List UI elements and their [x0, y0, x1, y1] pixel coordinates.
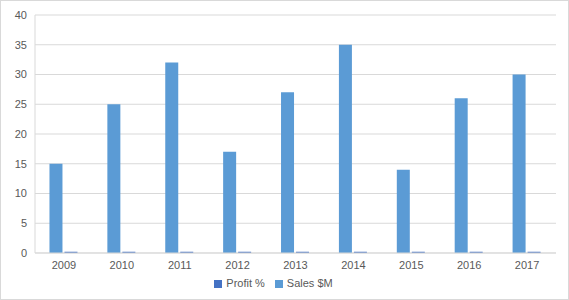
html-text:Profit %: Profit %	[226, 277, 265, 289]
svg-text:2017: 2017	[515, 259, 539, 271]
svg-text:2014: 2014	[341, 259, 365, 271]
svg-text:2012: 2012	[225, 259, 249, 271]
svg-text:25: 25	[15, 98, 27, 110]
svg-text:2010: 2010	[110, 259, 134, 271]
svg-text:0: 0	[21, 247, 27, 259]
svg-text:2013: 2013	[283, 259, 307, 271]
svg-text:2009: 2009	[52, 259, 76, 271]
svg-text:2011: 2011	[168, 259, 192, 271]
svg-text:2016: 2016	[457, 259, 481, 271]
svg-text:30: 30	[15, 68, 27, 80]
html-text:Sales $M: Sales $M	[286, 277, 333, 289]
svg-text:40: 40	[15, 9, 27, 21]
svg-text:5: 5	[21, 217, 27, 229]
svg-text:2015: 2015	[399, 259, 423, 271]
svg-text:15: 15	[15, 158, 27, 170]
svg-text:35: 35	[15, 39, 27, 51]
svg-text:20: 20	[15, 128, 27, 140]
svg-text:10: 10	[15, 187, 27, 199]
